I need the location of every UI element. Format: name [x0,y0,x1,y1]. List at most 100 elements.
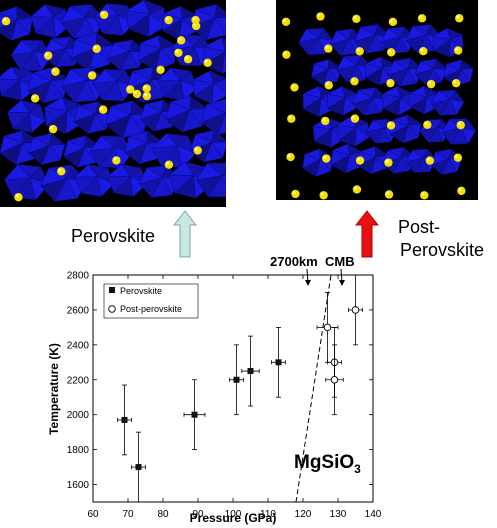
perovskite-octahedron [10,39,53,72]
perovskite-data-point [117,384,132,456]
post-perovskite-atom [425,156,435,165]
post-perovskite-atom [350,77,359,86]
post-perovskite-octahedron [389,114,422,144]
y-axis-label: Temperature (K) [47,343,61,435]
post-perovskite-atom [417,14,427,23]
legend-post-perovskite-marker [108,305,116,313]
perovskite-octahedron [0,6,34,41]
y-tick-label: 2800 [67,271,90,282]
perovskite-atom [191,15,200,25]
post-perovskite-octahedron [430,89,465,116]
perovskite-octahedron [6,100,46,133]
x-tick-label: 90 [192,509,204,520]
perovskite-octahedron [27,132,66,166]
perovskite-atom [164,15,173,25]
perovskite-atom [98,105,108,114]
x-tick-label: 60 [87,509,99,520]
perovskite-atom [176,36,186,45]
perovskite-octahedron [195,162,226,198]
perovskite-octahedron [60,3,105,39]
x-tick-label: 110 [260,509,276,520]
post-perovskite-atom [291,189,300,199]
post-perovskite-atom [455,14,464,23]
post-perovskite-atom [324,44,333,53]
perovskite-atom [203,58,212,68]
post-perovskite-label-line2: Perovskite [400,240,485,260]
post-perovskite-atom [290,83,299,92]
perovskite-atom [156,65,165,74]
post-perovskite-polyhedra-graphic [281,12,477,200]
x-tick-label: 130 [330,509,347,520]
perovskite-data-point [271,326,286,398]
post-perovskite-atom [423,120,432,130]
post-perovskite-atom [419,46,428,56]
post-perovskite-atom [282,50,291,59]
post-perovskite-atom [281,17,291,26]
perovskite-octahedron [107,163,148,198]
perovskite-octahedron [201,98,226,136]
post-perovskite-octahedron [381,85,414,116]
perovskite-data-point [183,379,206,451]
cmb-label: CMB [325,255,355,269]
perovskite-octahedron [107,39,146,72]
post-perovskite-atom [387,48,396,57]
perovskite-octahedron [60,66,107,103]
perovskite-atom [1,17,11,26]
post-perovskite-atom [456,120,465,130]
x-tick-label: 80 [157,509,169,520]
post-perovskite-atom [355,156,365,165]
post-perovskite-atom [386,78,395,88]
perovskite-atom [132,89,142,99]
phase-boundary-line [295,274,332,503]
x-tick-label: 140 [365,509,382,520]
perovskite-octahedron [125,0,167,38]
post-perovskite-octahedron [302,85,335,118]
post-perovskite-octahedron [432,27,464,58]
perovskite-atom [112,156,121,165]
post-perovskite-atom [386,121,396,130]
legend-post-perovskite-label: Post-perovskite [120,304,182,314]
post-perovskite-atom [316,12,325,21]
post-perovskite-atom [451,78,461,88]
post-perovskite-atom [384,158,393,167]
perovskite-octahedron [70,32,115,72]
y-tick-label: 2400 [67,340,90,351]
perovskite-octahedron [74,164,115,198]
x-axis-label: Pressure (GPa) [190,511,277,525]
perovskite-atom [164,160,174,169]
legend-perovskite-marker [109,287,115,293]
post-perovskite-atom [352,14,361,24]
post-perovskite-atom [384,190,394,199]
post-perovskite-octahedron [354,23,391,54]
perovskite-octahedron [165,95,208,133]
perovskite-atom [43,51,53,60]
post-perovskite-data-point [325,344,344,416]
perovskite-atom [142,91,152,101]
y-tick-label: 2000 [67,410,90,421]
perovskite-octahedron [138,35,177,71]
legend-box [103,283,199,319]
mgsio3-label: MgSiO3 [294,452,361,476]
post-perovskite-atom [453,46,463,55]
post-perovskite-octahedron [298,27,335,56]
post-perovskite-octahedron [329,28,364,56]
post-perovskite-atom [352,185,362,194]
data-points [117,274,363,503]
y-tick-label: 2600 [67,305,90,316]
post-perovskite-atom [420,191,429,200]
perovskite-structure-image [0,0,226,207]
post-perovskite-atom [355,47,364,56]
perovskite-atom [51,67,60,76]
perovskite-atom [193,146,202,155]
post-perovskite-octahedron [330,143,364,174]
perovskite-atom [99,10,109,19]
perovskite-polyhedra-graphic [0,0,226,202]
x-tick-label: 70 [122,509,134,520]
post-perovskite-data-point [348,274,363,346]
post-perovskite-octahedron [441,118,477,145]
depth-2700km-label: 2700km [270,255,318,269]
post-perovskite-atom [319,191,328,200]
post-perovskite-up-arrow [354,210,380,258]
post-perovskite-atom [350,114,360,123]
